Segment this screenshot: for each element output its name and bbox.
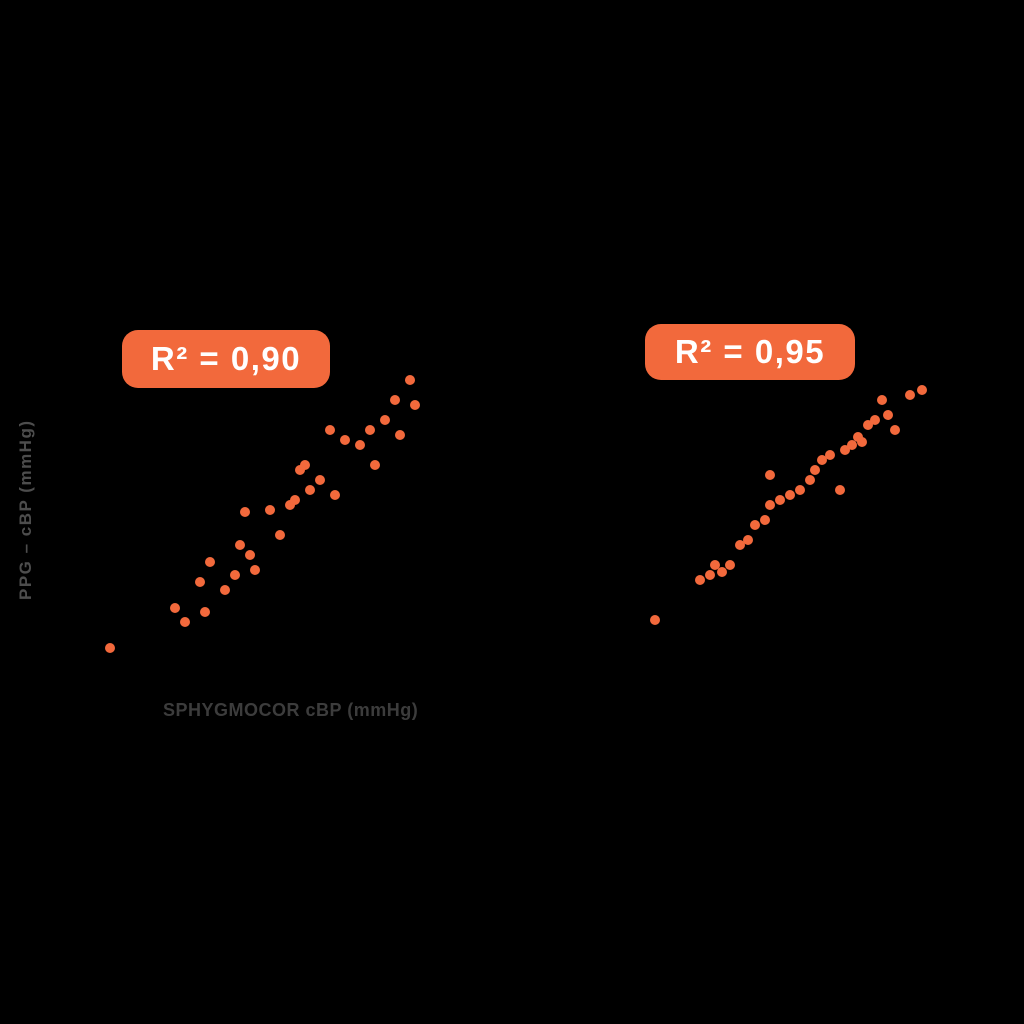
scatter-point (380, 415, 391, 426)
scatter-point (863, 420, 873, 430)
scatter-point (749, 520, 760, 530)
scatter-plot-right (640, 380, 940, 630)
scatter-point (847, 440, 858, 450)
scatter-point (240, 506, 251, 517)
scatter-point (354, 439, 365, 450)
scatter-point (704, 570, 715, 580)
scatter-point (917, 385, 927, 395)
scatter-point (290, 495, 301, 506)
scatter-point (805, 475, 816, 485)
scatter-point (890, 425, 900, 435)
scatter-point (249, 564, 260, 575)
scatter-point (275, 530, 286, 541)
scatter-point (883, 410, 894, 420)
scatter-point (775, 495, 786, 505)
scatter-point (365, 425, 375, 436)
scatter-point (179, 616, 190, 627)
scatter-point (325, 425, 336, 436)
scatter-point (389, 394, 400, 405)
scatter-point (835, 485, 846, 495)
scatter-point (650, 615, 660, 625)
scatter-point (244, 549, 255, 560)
scatter-point (330, 489, 340, 500)
scatter-point (710, 560, 720, 570)
scatter-point (764, 500, 775, 510)
scatter-point (404, 375, 415, 386)
scatter-point (839, 445, 850, 455)
scatter-point (170, 603, 181, 613)
scatter-point (725, 560, 735, 570)
scatter-point (410, 399, 421, 410)
scatter-point (395, 430, 406, 441)
scatter-point (824, 450, 835, 460)
scatter-point (340, 434, 351, 445)
scatter-point (235, 540, 246, 551)
scatter-point (764, 470, 775, 480)
scatter-point (877, 395, 888, 405)
scatter-point (104, 642, 115, 653)
scatter-point (305, 484, 316, 495)
scatter-point (716, 567, 727, 577)
scatter-point (205, 557, 216, 568)
scatter-point (200, 607, 211, 618)
scatter-point (809, 465, 820, 475)
r-squared-badge-right: R² = 0,95 (645, 324, 855, 380)
scatter-point (264, 505, 275, 516)
scatter-point (299, 460, 310, 471)
y-axis-label-left: PPG – cBP (mmHg) (16, 419, 35, 600)
scatter-plot-left (90, 360, 440, 670)
scatter-point (284, 500, 295, 511)
scatter-point (794, 485, 805, 495)
scatter-point (869, 415, 880, 425)
scatter-point (905, 390, 915, 400)
scatter-point (295, 465, 305, 476)
scatter-point (369, 460, 380, 471)
scatter-point (760, 515, 771, 525)
scatter-point (229, 570, 240, 581)
scatter-point (314, 474, 325, 485)
scatter-point (194, 576, 205, 587)
scatter-point (220, 585, 231, 596)
scatter-point (743, 535, 753, 545)
r-squared-badge-left: R² = 0,90 (122, 330, 330, 388)
scatter-point (857, 437, 867, 447)
scatter-point (785, 490, 795, 500)
scatter-point (734, 540, 745, 550)
x-axis-label-left: SPHYGMOCOR cBP (mmHg) (163, 700, 419, 720)
scatter-point (817, 455, 828, 465)
scatter-point (695, 575, 705, 585)
